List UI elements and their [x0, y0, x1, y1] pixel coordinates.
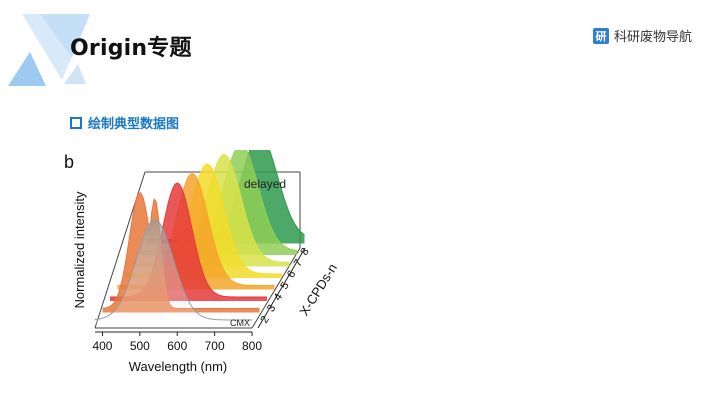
spectrum-area-4 — [117, 173, 275, 290]
spectrum-area-7 — [140, 150, 297, 255]
series-tag-cmx: CMX — [230, 318, 250, 328]
depth-axis-label: X-CPDs-n — [296, 261, 340, 319]
section-label: 绘制典型数据图 — [88, 117, 180, 132]
depth-tick-label: 4 — [272, 291, 285, 303]
spectrum-area-cmx — [95, 219, 252, 324]
depth-tick-label: 3 — [265, 303, 278, 315]
series-tag-delayed: delayed — [244, 177, 286, 191]
brand-badge: 研 科研废物导航 — [592, 26, 692, 45]
spectra-group — [94, 150, 305, 324]
depth-tick-label: 5 — [278, 280, 291, 292]
depth-tick-label: 7 — [292, 257, 305, 269]
brand-name: 科研废物导航 — [613, 30, 692, 45]
corner-triangle-decoration — [8, 14, 90, 86]
x-tick-label: 500 — [130, 339, 150, 353]
x-tick-label: 800 — [242, 339, 262, 353]
y-axis-label: Normalized intensity — [72, 191, 87, 309]
spectrum-line-cmx — [94, 219, 252, 321]
panel-label: b — [64, 152, 74, 172]
section-heading: 绘制典型数据图 — [70, 113, 179, 132]
spectrum-area-3 — [110, 183, 267, 301]
x-axis: 400 500 600 700 800 Wavelength (nm) — [92, 331, 262, 374]
depth-tick-label: 2 — [258, 314, 271, 326]
brand-logo-icon: 研 — [592, 27, 609, 44]
x-tick-label: 600 — [167, 339, 187, 353]
page-title: Origin专题 — [70, 36, 192, 61]
x-tick-label: 400 — [92, 339, 112, 353]
depth-tick-label: 6 — [285, 269, 298, 281]
spectra-3d-figure: b delayed CMX 400 500 600 700 800 Wavelength… — [64, 150, 340, 374]
square-bullet-icon — [70, 116, 82, 129]
x-axis-label: Wavelength (nm) — [129, 359, 228, 374]
depth-tick-label: 8 — [298, 246, 311, 258]
x-tick-label: 700 — [205, 339, 225, 353]
